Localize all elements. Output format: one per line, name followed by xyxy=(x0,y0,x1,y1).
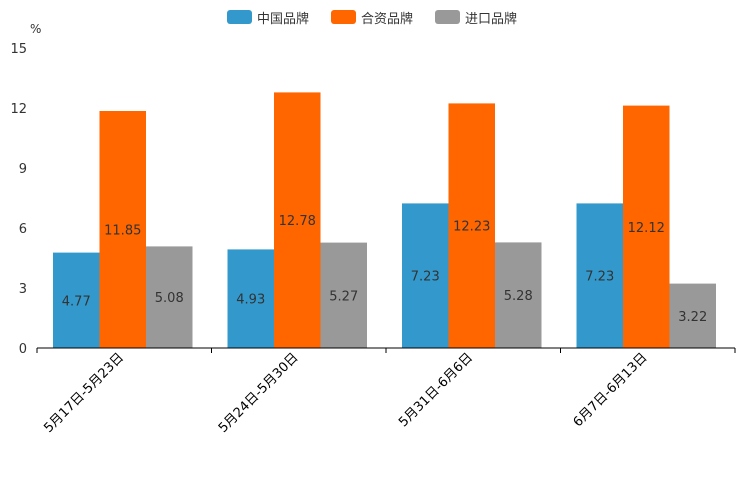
legend-item-china[interactable]: 中国品牌 xyxy=(226,7,309,27)
data-label: 5.28 xyxy=(504,289,533,304)
bar xyxy=(320,242,367,348)
legend-swatch-joint-venture xyxy=(330,10,356,24)
x-tick-label: 5月17日-5月23日 xyxy=(41,350,127,436)
data-label: 5.08 xyxy=(155,291,184,306)
legend-item-joint-venture[interactable]: 合资品牌 xyxy=(330,7,413,27)
bar xyxy=(402,203,449,348)
x-tick-label: 5月31日-6月6日 xyxy=(396,350,476,430)
bar xyxy=(495,242,542,348)
bar xyxy=(669,283,716,348)
bar xyxy=(227,249,274,348)
data-label: 7.23 xyxy=(585,270,614,285)
data-label: 12.12 xyxy=(628,221,665,236)
data-label: 7.23 xyxy=(411,270,440,285)
legend: 中国品牌 合资品牌 进口品牌 xyxy=(0,7,744,27)
data-label: 4.93 xyxy=(236,293,265,308)
bar xyxy=(53,252,100,348)
bar xyxy=(146,246,193,348)
bar xyxy=(274,92,321,349)
data-label: 12.78 xyxy=(279,214,316,229)
legend-swatch-china xyxy=(226,10,252,24)
data-label: 12.23 xyxy=(453,220,490,235)
bar xyxy=(448,103,495,349)
legend-label-joint-venture: 合资品牌 xyxy=(360,11,413,27)
bar xyxy=(99,111,146,348)
legend-label-china: 中国品牌 xyxy=(256,11,309,27)
x-tick-label: 6月7日-6月13日 xyxy=(571,350,651,430)
legend-label-imported: 进口品牌 xyxy=(465,11,518,27)
data-label: 5.27 xyxy=(329,289,358,304)
y-tick-label: 0 xyxy=(19,342,27,357)
y-tick-label: 15 xyxy=(10,42,27,57)
legend-item-imported[interactable]: 进口品牌 xyxy=(435,7,517,27)
y-tick-label: 12 xyxy=(10,102,27,117)
y-tick-label: 6 xyxy=(19,222,27,237)
data-label: 3.22 xyxy=(678,310,707,325)
y-axis-unit: % xyxy=(30,22,42,36)
bar xyxy=(576,203,623,348)
y-tick-label: 9 xyxy=(19,162,27,177)
x-tick-label: 5月24日-5月30日 xyxy=(216,350,302,436)
legend-swatch-imported xyxy=(435,10,460,24)
data-label: 11.85 xyxy=(104,224,141,239)
data-label: 4.77 xyxy=(62,294,91,309)
y-tick-label: 3 xyxy=(19,282,27,297)
bar xyxy=(623,105,670,348)
